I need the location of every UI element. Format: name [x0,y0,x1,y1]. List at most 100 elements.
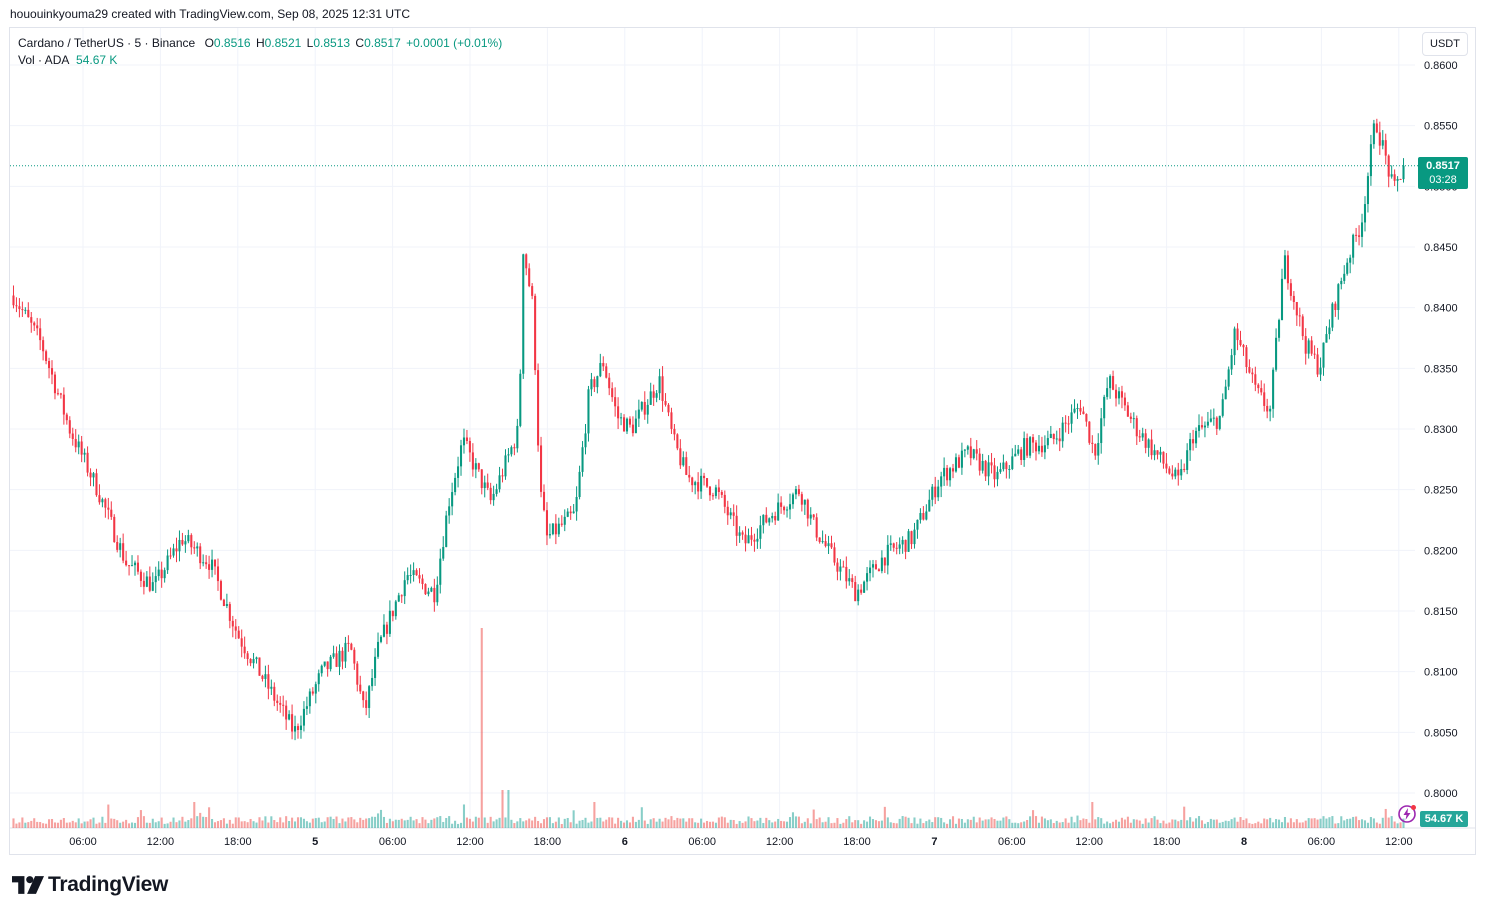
candle-body [1147,439,1150,448]
volume-bar [270,816,273,828]
volume-bar [1058,822,1061,828]
volume-bar [569,822,572,828]
volume-bar [625,820,629,828]
volume-bar [1257,821,1260,828]
symbol-title[interactable]: Cardano / TetherUS · 5 · Binance [18,36,196,50]
volume-bar [866,821,869,828]
candle-body [18,306,21,310]
candle-body [326,661,329,670]
x-tick-label: 06:00 [688,836,716,848]
open-value: 0.8516 [213,36,251,50]
volume-bar [471,821,474,828]
volume-bar [45,823,48,828]
candle-body [729,512,732,516]
volume-bar [246,822,249,828]
volume-bar [1114,819,1118,828]
candle-body [403,580,406,597]
volume-bar [1233,817,1236,828]
candle-body [631,424,634,434]
candle-body [1017,449,1020,454]
volume-bar [448,816,451,828]
candle-body [1100,418,1103,444]
candle-body [747,535,750,544]
candle-body [1286,255,1289,284]
candle-body [972,449,975,459]
candle-body [234,626,237,631]
candle-body [299,725,303,731]
candle-body [655,393,658,398]
volume-bar [1242,819,1245,828]
volume-bar [234,817,237,828]
volume-bar [1168,822,1171,828]
candle-body [1387,155,1390,177]
volume-bar [1289,818,1292,828]
volume-bar [1106,821,1109,828]
volume-bar [1384,808,1387,828]
volume-bar [219,820,222,828]
candle-body [1322,342,1325,368]
candle-body [628,418,631,425]
candle-body [883,557,886,566]
volume-bar [252,821,255,828]
candle-body [806,499,809,519]
y-tick-label: 0.8550 [1424,121,1458,133]
volume-title[interactable]: Vol · ADA [18,53,69,67]
candle-body [851,578,854,583]
volume-bar [166,823,169,828]
volume-bar [376,813,380,828]
volume-bar [77,818,80,828]
candle-body [1123,397,1126,406]
candle-body [427,591,430,595]
volume-bar [196,816,199,828]
currency-unit-button[interactable]: USDT [1422,32,1468,56]
candle-body [919,513,922,520]
candle-body [451,492,454,507]
candle-body [454,477,457,493]
candle-body [723,494,726,507]
volume-bar [1393,821,1396,828]
candle-body [1289,283,1292,296]
volume-bar [1156,819,1159,828]
candle-body [1340,280,1343,285]
candle-body [694,482,697,486]
candle-body [208,564,211,570]
volume-bar [285,816,288,828]
candle-body [1088,421,1091,443]
tradingview-logo[interactable]: TradingView [12,873,168,897]
volume-bar [1037,822,1041,828]
volume-bar [999,820,1002,828]
candle-body [1280,278,1284,321]
volume-bar [596,817,599,828]
volume-bar [714,822,717,828]
volume-bar [578,820,581,828]
candle-body [1020,449,1023,461]
candle-body [1159,451,1162,455]
candle-body [726,506,729,516]
candle-body [1319,367,1322,375]
flash-icon[interactable] [1397,804,1417,824]
volume-bar [1280,822,1284,828]
volume-bar [1313,818,1316,828]
volume-bar [860,823,863,828]
candle-body [1141,433,1144,438]
candle-body [1073,408,1076,413]
candle-body [1186,450,1189,470]
candle-body [1097,443,1100,456]
volume-bar [175,822,178,828]
candle-body [376,641,380,657]
volume-bar [747,816,750,828]
candle-body [833,547,836,563]
volume-bar [71,820,74,828]
volume-bar [1049,819,1052,828]
volume-bar [1295,819,1298,828]
y-tick-label: 0.8100 [1424,667,1458,679]
volume-bar [676,817,679,828]
volume-bar [142,816,145,828]
candle-body [379,636,383,642]
volume-bar [717,817,720,828]
candle-body [356,663,359,685]
candle-body [978,453,981,471]
candle-body [338,650,341,667]
volume-bar [314,818,317,828]
